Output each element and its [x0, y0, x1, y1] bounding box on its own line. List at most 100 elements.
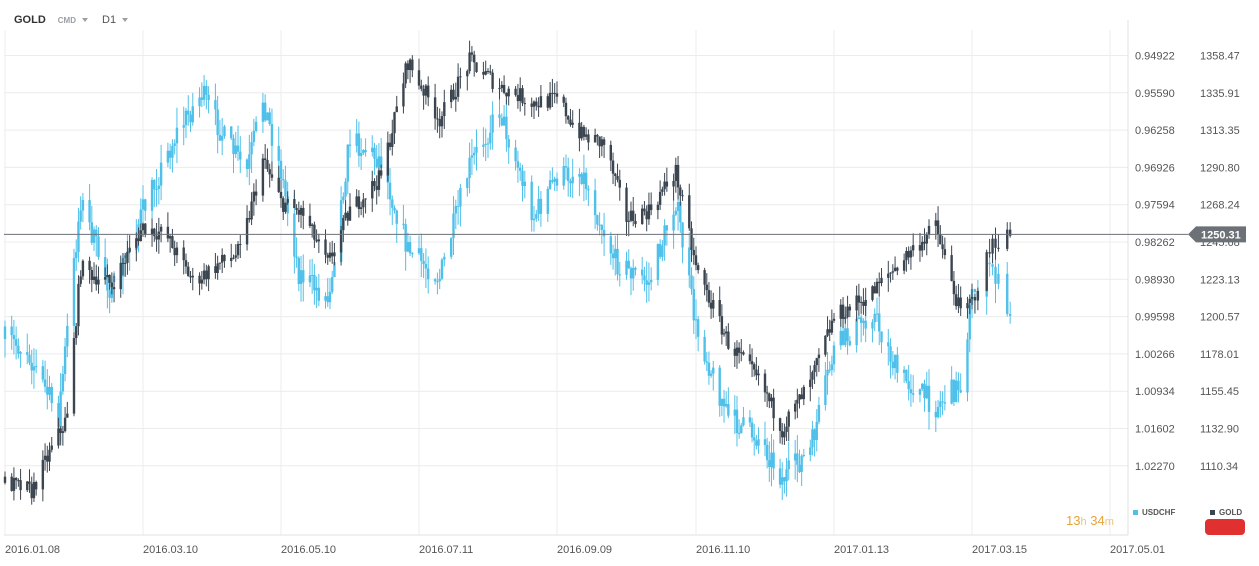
usdchf-candle	[815, 421, 818, 441]
gold-candle	[796, 399, 799, 404]
gold-candle	[880, 277, 883, 284]
usdchf-candle	[733, 409, 737, 416]
gold-candle	[600, 139, 604, 147]
usdchf-candle	[871, 322, 874, 329]
usdchf-candle	[252, 130, 256, 143]
gold-candle	[569, 119, 572, 125]
usdchf-candle	[150, 179, 154, 211]
chevron-down-icon[interactable]	[82, 18, 88, 22]
usdchf-candle	[562, 166, 565, 186]
usdchf-candle	[750, 422, 754, 438]
usdchf-candle	[359, 152, 363, 156]
usdchf-candle	[440, 259, 444, 279]
gold-candle	[424, 85, 428, 96]
timer-minutes-unit: m	[1104, 516, 1114, 528]
usdchf-candle	[896, 354, 899, 373]
gold-candle	[902, 260, 906, 271]
gold-candle	[295, 207, 298, 210]
usdchf-candle	[254, 121, 258, 131]
x-axis-tick: 2017.03.15	[972, 544, 1027, 556]
usdchf-candle	[555, 178, 559, 186]
left-axis-tick: 0.99598	[1135, 312, 1175, 324]
usdchf-candle	[295, 256, 298, 258]
usdchf-candle	[1008, 313, 1012, 316]
timeframe-selector[interactable]: D1	[102, 14, 117, 26]
gold-candle	[417, 70, 421, 86]
symbol-name[interactable]: GOLD	[14, 14, 46, 26]
usdchf-candle	[649, 279, 653, 283]
usdchf-candle	[106, 276, 109, 291]
usdchf-candle	[482, 144, 485, 147]
gold-candle	[855, 295, 858, 311]
usdchf-candle	[907, 381, 910, 390]
usdchf-candle	[268, 112, 271, 124]
gold-candle	[41, 459, 45, 490]
usdchf-candle	[893, 354, 897, 369]
gold-candle	[171, 236, 174, 249]
gold-candle	[783, 431, 786, 438]
gold-candle	[357, 196, 361, 209]
gold-candle	[173, 248, 176, 256]
gold-candle	[941, 244, 944, 250]
usdchf-candle	[905, 369, 908, 382]
gold-candle	[404, 63, 407, 84]
gold-candle	[470, 52, 474, 55]
chevron-down-icon[interactable]	[122, 18, 129, 22]
gold-candle	[261, 158, 265, 196]
usdchf-candle	[297, 257, 301, 284]
alert-button[interactable]	[1205, 519, 1245, 535]
x-axis-tick: 2016.09.09	[557, 544, 612, 556]
usdchf-candle	[763, 439, 767, 446]
gold-candle	[1006, 229, 1009, 249]
gold-candle	[848, 306, 852, 311]
legend-gold[interactable]: GOLD	[1210, 508, 1242, 517]
usdchf-candle	[59, 391, 62, 428]
usdchf-candle	[3, 326, 7, 340]
gold-candle	[602, 139, 606, 145]
usdchf-candle	[880, 331, 883, 343]
gold-candle	[548, 92, 552, 108]
usdchf-candle	[346, 144, 349, 182]
usdchf-candle	[943, 402, 947, 404]
gold-candle	[828, 329, 831, 333]
gold-candle	[985, 252, 988, 291]
usdchf-candle	[248, 154, 251, 169]
gold-candle	[277, 177, 280, 192]
usdchf-candle	[79, 210, 82, 222]
gold-candle	[562, 96, 565, 103]
gold-candle	[79, 276, 82, 284]
gold-candle	[921, 241, 924, 251]
gold-candle	[10, 476, 13, 491]
usdchf-candle	[459, 188, 462, 207]
usdchf-candle	[954, 380, 958, 402]
usdchf-candle	[395, 210, 398, 224]
gold-candle	[720, 316, 724, 335]
gold-candle	[611, 160, 615, 174]
gold-candle	[679, 187, 682, 196]
gold-candle	[450, 89, 453, 103]
x-axis: 2016.01.08 2016.03.10 2016.05.10 2016.07.11…	[5, 544, 1165, 556]
gold-candle	[459, 76, 462, 78]
usdchf-candle	[902, 369, 906, 373]
usdchf-candle	[486, 143, 490, 145]
gold-candle	[422, 88, 425, 96]
gold-candle	[286, 199, 289, 203]
usdchf-candle	[772, 452, 775, 469]
usdchf-candle	[611, 253, 615, 259]
gold-candle	[454, 96, 457, 100]
usdchf-candle	[813, 429, 816, 441]
usdchf-candle	[293, 213, 296, 257]
usdchf-candle	[315, 287, 318, 291]
gold-candle	[59, 428, 62, 433]
left-axis-tick: 0.98262	[1135, 237, 1175, 249]
gold-candle	[663, 181, 666, 190]
gold-candle	[681, 195, 684, 197]
usdchf-candle	[859, 317, 863, 323]
usdchf-candle	[966, 339, 969, 393]
instrument-type: CMD	[57, 15, 76, 25]
gold-candle	[502, 84, 506, 93]
gold-candle	[553, 93, 556, 95]
usdchf-candle	[473, 152, 476, 156]
legend-usdchf[interactable]: USDCHF	[1133, 508, 1175, 517]
